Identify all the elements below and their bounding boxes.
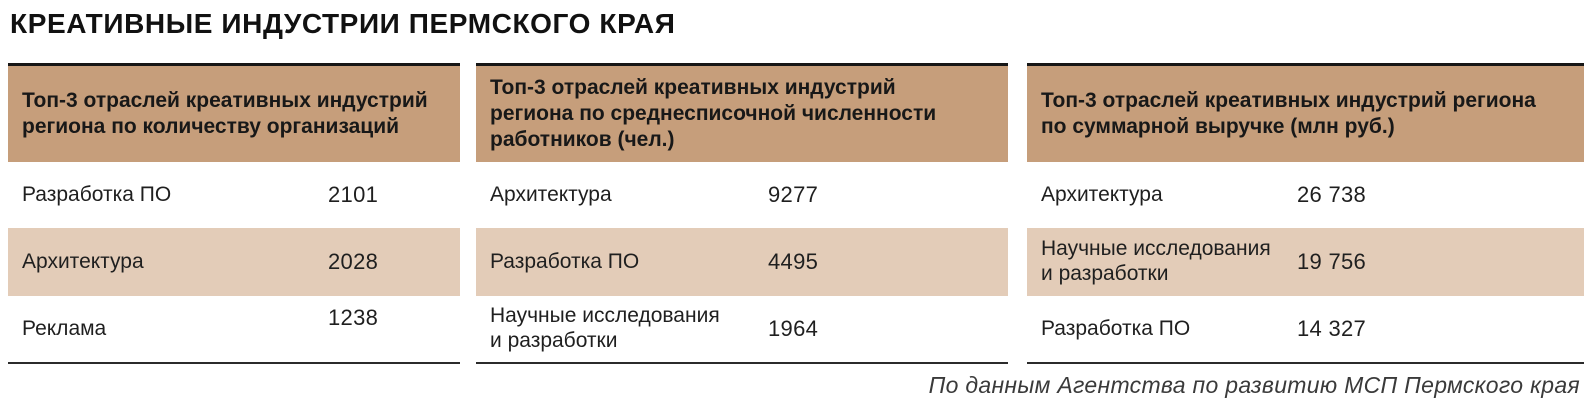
panel-revenue-header: Топ-3 отраслей креативных индустрий реги…: [1027, 63, 1584, 162]
row-value: 4495: [768, 249, 819, 274]
table-row: Научные исследования и разработки 19 756: [1027, 228, 1584, 296]
row-label: Разработка ПО: [22, 182, 172, 206]
row-label: Разработка ПО: [490, 249, 640, 273]
table-row: Реклама 1238: [8, 296, 460, 362]
panel-organizations-rows: Разработка ПО 2101 Архитектура 2028 Рекл…: [8, 162, 460, 362]
row-value: 1964: [768, 316, 819, 341]
page-title: КРЕАТИВНЫЕ ИНДУСТРИИ ПЕРМСКОГО КРАЯ: [10, 8, 676, 39]
panel-organizations: Топ-3 отраслей креативных индустрий реги…: [8, 63, 460, 364]
panel-revenue-rows: Архитектура 26 738 Научные исследования …: [1027, 162, 1584, 362]
row-label: Архитектура: [490, 182, 612, 206]
row-value: 1238: [328, 305, 379, 330]
row-value: 2028: [328, 249, 379, 274]
row-value: 26 738: [1297, 182, 1367, 207]
row-value: 19 756: [1297, 249, 1367, 274]
row-label: Реклама: [22, 316, 107, 340]
table-row: Разработка ПО 2101: [8, 162, 460, 228]
row-label: Разработка ПО: [1041, 316, 1191, 340]
row-value: 9277: [768, 182, 819, 207]
row-value: 2101: [328, 182, 379, 207]
table-row: Архитектура 26 738: [1027, 162, 1584, 228]
panels-container: Топ-3 отраслей креативных индустрий реги…: [8, 63, 1584, 364]
panel-revenue: Топ-3 отраслей креативных индустрий реги…: [1027, 63, 1584, 364]
panel-headcount-rows: Архитектура 9277 Разработка ПО 4495 Науч…: [476, 162, 1008, 362]
panel-headcount-header: Топ-3 отраслей креативных индустрий реги…: [476, 63, 1008, 162]
table-row: Разработка ПО 4495: [476, 228, 1008, 296]
table-row: Научные исследования и разработки 1964: [476, 296, 1008, 362]
table-row: Разработка ПО 14 327: [1027, 296, 1584, 362]
panel-headcount: Топ-3 отраслей креативных индустрий реги…: [476, 63, 1008, 364]
row-label: Архитектура: [22, 249, 144, 273]
table-row: Архитектура 2028: [8, 228, 460, 296]
panel-organizations-header: Топ-3 отраслей креативных индустрий реги…: [8, 63, 460, 162]
table-row: Архитектура 9277: [476, 162, 1008, 228]
row-value: 14 327: [1297, 316, 1367, 341]
row-label: Научные исследования и разработки: [490, 304, 720, 352]
source-note: По данным Агентства по развитию МСП Перм…: [928, 372, 1580, 398]
row-label: Архитектура: [1041, 182, 1163, 206]
row-label: Научные исследования и разработки: [1041, 237, 1271, 285]
